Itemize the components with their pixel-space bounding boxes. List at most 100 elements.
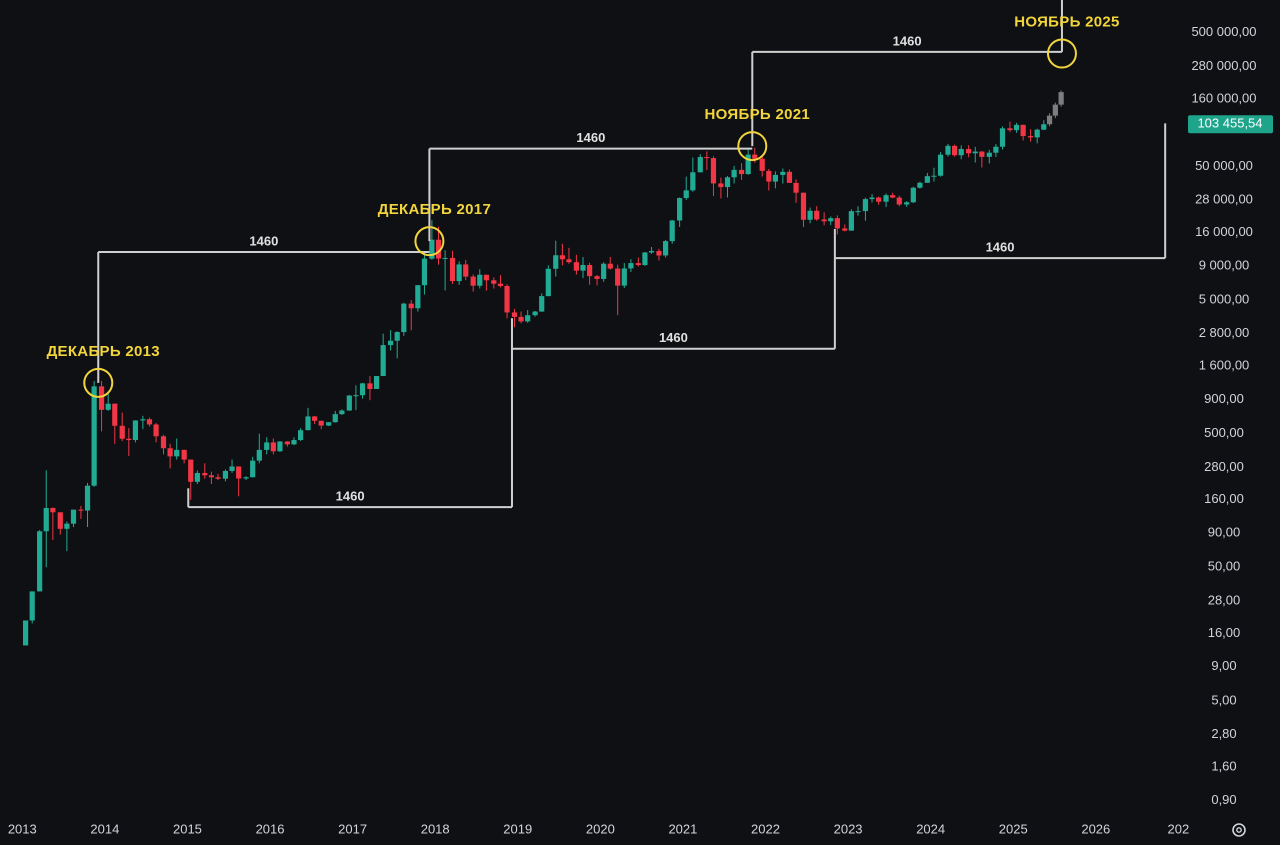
candle-body [1041, 124, 1047, 130]
candle-body [367, 383, 373, 389]
candle-body [683, 190, 689, 199]
candle-body [491, 280, 497, 284]
peak-marker [83, 367, 114, 398]
candle-body [373, 376, 380, 389]
settings-icon[interactable] [1232, 823, 1246, 837]
candle-body [140, 419, 146, 421]
candle-body [793, 182, 799, 193]
candle-body [132, 420, 139, 441]
candle-body [243, 477, 249, 479]
candle-body [642, 252, 648, 266]
candle-body [105, 403, 111, 410]
candle-body [312, 416, 318, 421]
candle-body [174, 449, 180, 457]
candle-body [222, 470, 229, 479]
y-tick-label: 1,60 [1211, 758, 1236, 773]
candle-body [842, 228, 848, 231]
candle-body [993, 146, 999, 153]
candle-body [1007, 128, 1013, 131]
y-tick-label: 50,00 [1208, 559, 1241, 574]
y-tick-label: 50 000,00 [1195, 158, 1253, 173]
candle-body [532, 311, 538, 316]
y-tick-label: 2 800,00 [1199, 325, 1250, 340]
candle-body [559, 255, 565, 260]
candle-body [326, 422, 332, 426]
candle-body [429, 239, 435, 259]
peak-label: НОЯБРЬ 2025 [1014, 13, 1120, 30]
candles [22, 90, 1064, 646]
candle-body [553, 255, 559, 269]
candle-body [119, 425, 125, 439]
candle-body [401, 303, 407, 333]
candle-body [497, 283, 504, 286]
candle-body [704, 157, 710, 159]
candle-body [628, 263, 634, 269]
y-tick-label: 0,90 [1211, 792, 1236, 807]
candle-body [1046, 115, 1053, 125]
candle-body [188, 459, 194, 482]
candle-body [387, 340, 394, 346]
candle-body [511, 312, 518, 317]
candle-body [421, 258, 428, 286]
candle-body [772, 174, 779, 182]
y-tick-label: 90,00 [1208, 525, 1241, 540]
cycle-label: 1460 [659, 330, 688, 345]
x-tick-label: 2024 [916, 821, 945, 836]
y-tick-label: 5 000,00 [1199, 291, 1250, 306]
candle-body [270, 442, 276, 452]
candle-body [828, 218, 834, 222]
candle-body [917, 182, 923, 188]
y-tick-label: 280 000,00 [1191, 58, 1256, 73]
candle-body [580, 264, 586, 271]
candle-body [931, 175, 937, 177]
settings-center [1236, 827, 1242, 833]
y-tick-label: 9,00 [1211, 658, 1236, 673]
candle-body [945, 145, 951, 155]
candle-body [1027, 136, 1034, 138]
y-tick-label: 160,00 [1204, 491, 1244, 506]
candle-body [37, 531, 43, 592]
candle-body [208, 475, 215, 478]
candle-body [380, 345, 386, 377]
y-tick-label: 16,00 [1208, 625, 1241, 640]
candle-body [456, 264, 462, 282]
candle-body [697, 157, 703, 173]
cycle-label: 1460 [336, 489, 365, 504]
candle-body [999, 128, 1006, 147]
candle-body [890, 195, 896, 198]
candle-body [353, 395, 359, 397]
candle-body [821, 219, 827, 222]
candle-body [710, 158, 717, 184]
annotations: 1460 1460 1460 1460 1460 1460 ДЕКАБРЬ 2013 ДЕКА… [47, 0, 1273, 509]
candle-body [229, 466, 235, 471]
y-tick-label: 16 000,00 [1195, 224, 1253, 239]
candle-body [731, 169, 737, 178]
candle-body [786, 171, 793, 183]
candle-body [738, 169, 745, 175]
candle-body [904, 202, 910, 205]
candle-body [677, 198, 683, 221]
candle-body [745, 154, 751, 175]
candle-body [146, 419, 153, 425]
x-tick-label: 2023 [834, 821, 863, 836]
y-tick-label: 500,00 [1204, 425, 1244, 440]
candle-body [848, 211, 854, 231]
candle-body [669, 220, 675, 242]
candle-body [449, 257, 456, 282]
candle-body [718, 183, 724, 188]
candle-body [339, 410, 345, 415]
candle-body [1058, 92, 1064, 105]
candle-body [518, 316, 524, 322]
x-tick-label: 2013 [8, 821, 37, 836]
x-tick-label: 2026 [1081, 821, 1110, 836]
candle-body [250, 460, 256, 478]
candle-body [601, 263, 607, 279]
candle-body [834, 218, 840, 229]
peak-marker [737, 131, 768, 162]
x-tick-label: 2014 [90, 821, 119, 836]
candle-body [869, 197, 875, 200]
candle-body [958, 149, 964, 156]
